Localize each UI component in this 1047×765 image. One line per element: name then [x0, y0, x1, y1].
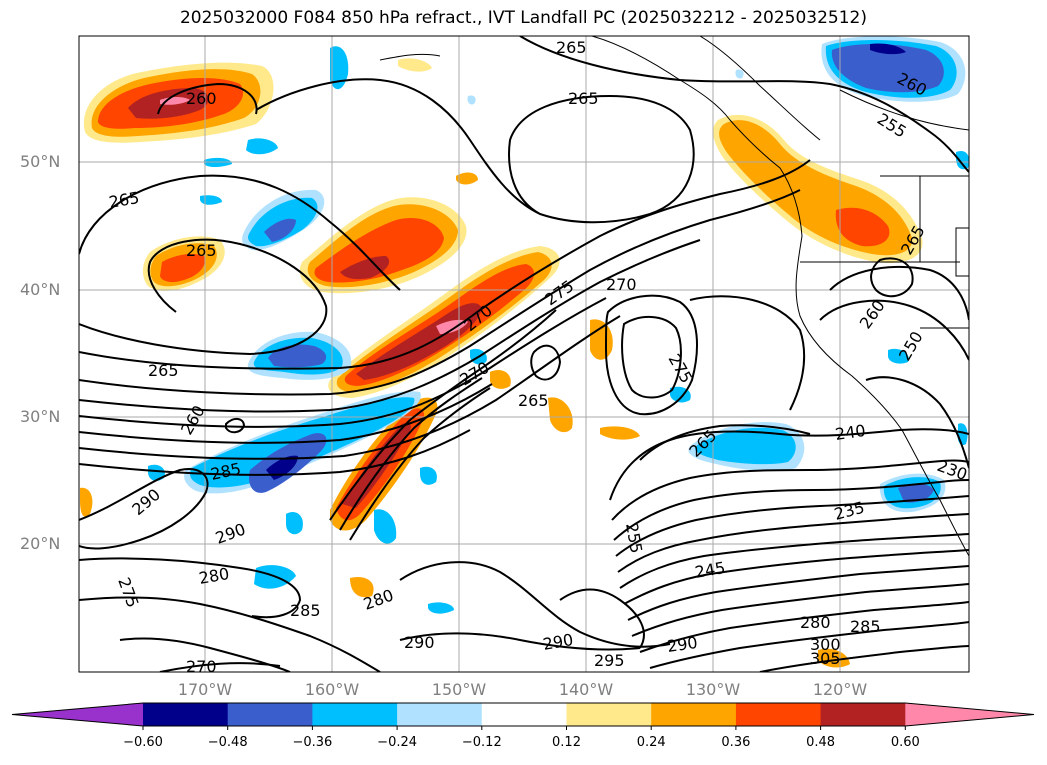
contour-label: 270 [186, 657, 217, 676]
contour-label: 280 [800, 613, 831, 632]
colorbar-extend-max [905, 703, 1034, 726]
colorbar-tick-label: −0.36 [292, 735, 333, 750]
colorbar-segment [735, 703, 822, 726]
colorbar-segment [481, 703, 567, 726]
contour-label: 295 [594, 651, 625, 670]
colorbar-tick-label: −0.60 [123, 735, 163, 750]
contour-label: 285 [290, 601, 321, 620]
contour-label: 285 [850, 617, 881, 636]
colorbar-segment [566, 703, 652, 726]
colorbar-tick-label: 0.24 [636, 735, 666, 750]
colorbar-segment [227, 703, 313, 726]
contour-label: 265 [186, 241, 217, 260]
lon-label-140w: 140°W [558, 680, 614, 699]
contour-label: 265 [148, 361, 179, 380]
contour-label: 265 [556, 38, 587, 57]
map-title: 2025032000 F084 850 hPa refract., IVT La… [179, 8, 867, 28]
lat-label-30n: 30°N [20, 407, 61, 426]
colorbar-segment [651, 703, 737, 726]
lon-label-130w: 130°W [685, 680, 741, 699]
lon-label-170w: 170°W [177, 680, 233, 699]
contour-label: 305 [810, 649, 841, 668]
contour-lines [79, 36, 969, 672]
contour-label: 240 [834, 421, 867, 444]
colorbar-tick-label: −0.48 [207, 735, 248, 750]
colorbar-tick-label: −0.24 [377, 735, 418, 750]
contour-label: 290 [666, 633, 699, 656]
map-frame [78, 35, 970, 673]
lon-label-120w: 120°W [812, 680, 868, 699]
lat-label-20n: 20°N [20, 534, 61, 553]
coastlines [379, 36, 969, 557]
colorbar-tick-label: 0.36 [721, 735, 751, 750]
contour-label: 260 [186, 89, 217, 108]
lat-label-50n: 50°N [20, 152, 61, 171]
colorbar-segment [397, 703, 483, 726]
colorbar-tick-label: 0.60 [890, 735, 920, 750]
contour-label: 265 [568, 89, 599, 108]
colorbar-segment [143, 703, 229, 726]
colorbar [11, 702, 1035, 730]
lon-label-160w: 160°W [304, 680, 360, 699]
colorbar-segment [312, 703, 398, 726]
colorbar-tick-label: −0.12 [461, 735, 502, 750]
contour-labels: 265 260 265 260 255 265 265 275 270 270 … [107, 38, 969, 676]
contour-label: 290 [404, 633, 435, 652]
lat-label-40n: 40°N [20, 280, 61, 299]
colorbar-segment [820, 703, 906, 726]
contour-label: 265 [518, 391, 549, 410]
graticule [79, 36, 969, 672]
colorbar-tick-label: 0.48 [806, 735, 836, 750]
contour-label: 300 [810, 635, 841, 654]
lon-label-150w: 150°W [431, 680, 487, 699]
colorbar-extend-min [12, 703, 143, 726]
colorbar-tick-label: 0.12 [552, 735, 581, 750]
contour-label: 270 [606, 275, 637, 294]
